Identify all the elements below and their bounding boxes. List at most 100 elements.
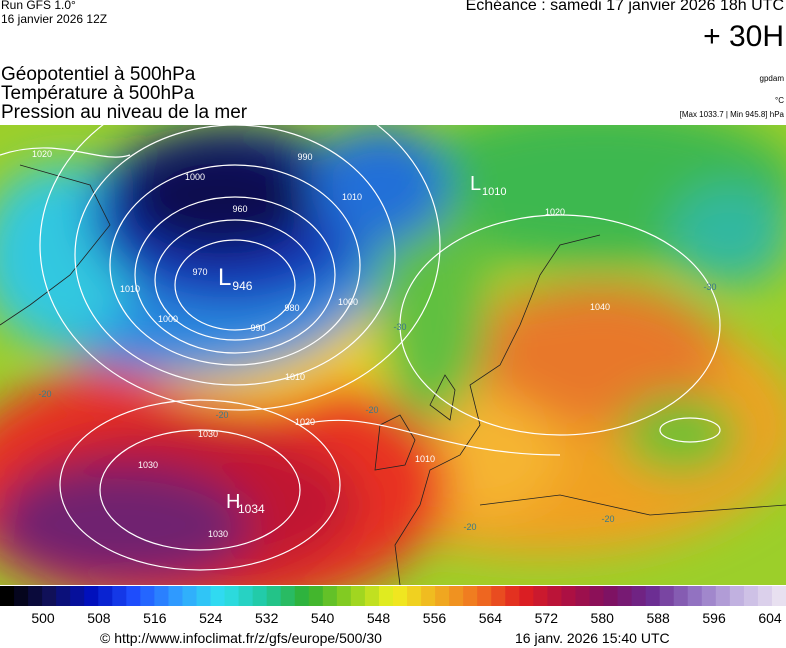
isobar-label: 1000 (158, 314, 178, 324)
colorbar-swatch (463, 586, 478, 606)
isobar-label: 1040 (590, 302, 610, 312)
lead-time: + 30H (703, 20, 784, 53)
colorbar-swatch (645, 586, 661, 606)
colorbar-swatch (294, 586, 310, 606)
isobar-label: 1030 (138, 460, 158, 470)
colorbar-swatch (126, 586, 141, 606)
isobar-label: 1010 (342, 192, 362, 202)
colorbar-swatch (336, 586, 352, 606)
isobar-label: 1020 (32, 149, 52, 159)
colorbar: 500 508 516 524 532 540 548 556 564 572 580 588 596 6… (0, 586, 786, 626)
colorbar-swatch (168, 586, 183, 606)
colorbar-swatch (575, 586, 590, 606)
colorbar-swatch (56, 586, 71, 606)
colorbar-swatch (140, 586, 155, 606)
colorbar-swatch (771, 586, 786, 606)
colorbar-swatch (477, 586, 492, 606)
isobar-label: 1020 (545, 207, 565, 217)
colorbar-swatch (350, 586, 366, 606)
colorbar-swatch (519, 586, 534, 606)
colorbar-swatch (364, 586, 380, 606)
colorbar-label: 516 (143, 610, 167, 626)
isobars (0, 125, 721, 571)
colorbar-label: 564 (479, 610, 503, 626)
colorbar-swatch (533, 586, 548, 606)
colorbar-swatch (603, 586, 619, 606)
isobar-label: 1000 (185, 172, 205, 182)
colorbar-swatch (70, 586, 85, 606)
unit-temp: °C (775, 96, 784, 105)
isobar-label: 990 (250, 323, 265, 333)
temperature-label: -20 (463, 522, 476, 532)
colorbar-swatch (42, 586, 57, 606)
coastlines (0, 164, 786, 585)
pressure-letter: H (226, 491, 240, 513)
colorbar-label: 604 (758, 610, 782, 626)
colorbar-swatch (659, 586, 675, 606)
isobar-label: 1000 (338, 297, 358, 307)
isobar-label: 1030 (208, 529, 228, 539)
colorbar-swatch (154, 586, 169, 606)
colorbar-swatch (266, 586, 282, 606)
colorbar-swatch (729, 586, 745, 606)
isobar-label: 970 (192, 267, 207, 277)
colorbar-swatch (715, 586, 731, 606)
pressure-letter: L (470, 173, 481, 195)
colorbar-swatch (14, 586, 29, 606)
field: Pression au niveau de la mer (1, 102, 248, 123)
colorbar-swatch (378, 586, 394, 606)
colorbar-swatch (757, 586, 773, 606)
colorbar-swatch (238, 586, 254, 606)
isobar-label: 960 (232, 204, 247, 214)
colorbar-label: 548 (367, 610, 391, 626)
isobar-label: 1010 (415, 454, 435, 464)
colorbar-swatch (435, 586, 450, 606)
temperature-label: -20 (601, 514, 614, 524)
colorbar-label: 500 (31, 610, 55, 626)
colorbar-swatch (280, 586, 296, 606)
isobar-label: 1010 (285, 372, 305, 382)
colorbar-swatch (421, 586, 436, 606)
colorbar-swatch (673, 586, 689, 606)
pressure-range: [Max 1033.7 | Min 945.8] hPa (679, 110, 784, 119)
colorbar-label: 596 (702, 610, 726, 626)
colorbar-swatch (631, 586, 647, 606)
isobar-label: 990 (297, 152, 312, 162)
colorbar-swatch (449, 586, 464, 606)
temperature-label: -20 (38, 389, 51, 399)
colorbar-swatch (112, 586, 127, 606)
colorbar-swatch (547, 586, 562, 606)
colorbar-swatch (210, 586, 226, 606)
field: Température à 500hPa (1, 83, 195, 104)
colorbar-swatch (0, 586, 15, 606)
isobar-label: 1010 (120, 284, 140, 294)
colorbar-swatch (589, 586, 605, 606)
colorbar-label: 572 (535, 610, 559, 626)
isobar-label: 1020 (295, 417, 315, 427)
run: Run GFS 1.0° (1, 0, 76, 12)
run-date: 16 janvier 2026 12Z (1, 12, 108, 26)
colorbar-swatch (252, 586, 268, 606)
colorbar-swatch (393, 586, 408, 606)
colorbar-swatch (687, 586, 703, 606)
colorbar-swatch (98, 586, 113, 606)
source: © http://www.infoclimat.fr/z/gfs/europe/… (100, 630, 382, 646)
created: 16 janv. 2026 15:40 UTC (515, 630, 670, 646)
isobar-label: 980 (284, 303, 299, 313)
colorbar-label: 532 (255, 610, 279, 626)
field: Géopotentiel à 500hPa (1, 64, 196, 85)
colorbar-label: 588 (646, 610, 670, 626)
colorbar-swatch (407, 586, 422, 606)
colorbar-swatch (505, 586, 520, 606)
colorbar-swatch (322, 586, 338, 606)
unit-geo: gpdam (759, 74, 784, 83)
colorbar-swatch (28, 586, 43, 606)
colorbar-label: 508 (87, 610, 111, 626)
colorbar-swatch (224, 586, 240, 606)
pressure-letter: L (218, 264, 231, 291)
temperature-label: -30 (703, 282, 716, 292)
colorbar-swatch (561, 586, 576, 606)
